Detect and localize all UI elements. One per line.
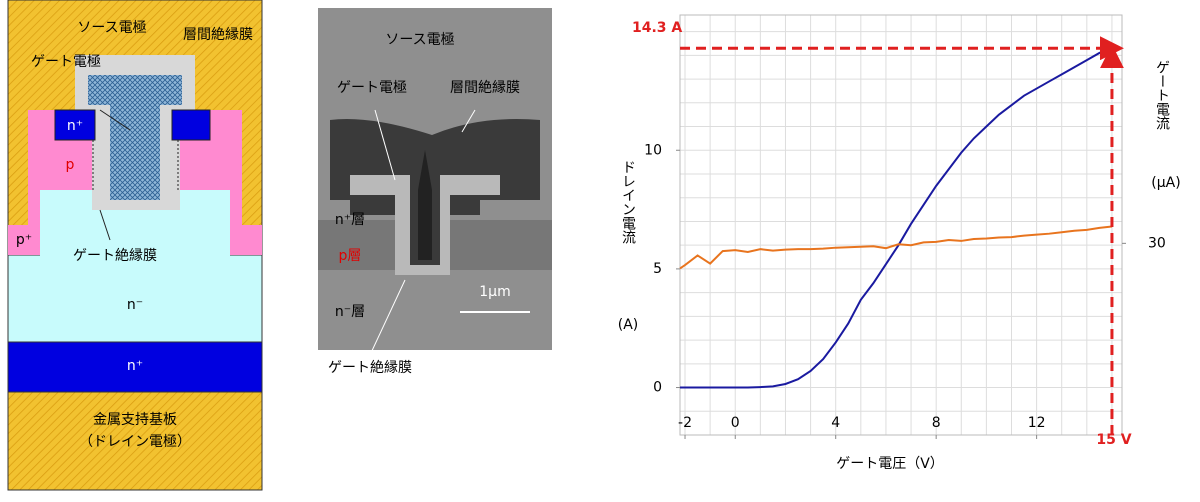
label: p xyxy=(66,157,75,173)
y-tick-label: 0 xyxy=(653,380,662,396)
y-tick-label: 5 xyxy=(653,261,662,277)
y-tick-label: 10 xyxy=(644,142,662,158)
label: 金属支持基板 xyxy=(93,411,177,428)
label: （ドレイン電極） xyxy=(79,434,191,450)
x-tick-label: -2 xyxy=(678,415,692,431)
label: n⁻層 xyxy=(335,304,365,320)
data-line xyxy=(680,47,1113,389)
y-axis-unit: (A) xyxy=(618,317,639,333)
annotation: 14.3 A xyxy=(632,20,682,36)
label: p⁺ xyxy=(16,232,32,248)
chart: ドレイン電流 (A) ゲート電流 (μA) ゲート電圧（V） xyxy=(618,60,1181,472)
label: ゲート電極 xyxy=(337,80,407,96)
label: 層間絶縁膜 xyxy=(450,80,520,96)
label: 1μm xyxy=(479,284,510,300)
y2-axis-label: ゲート電流 xyxy=(1154,60,1170,131)
x-tick-label: 12 xyxy=(1028,415,1046,431)
label: n⁻ xyxy=(127,297,143,313)
x-axis-label: ゲート電圧（V） xyxy=(836,456,944,472)
label: ゲート電極 xyxy=(31,54,101,70)
cross-section: ソース電極 層間絶縁膜 ゲート電極 n⁺ p p⁺ ゲート絶縁膜 n⁻ n⁺ 金… xyxy=(7,0,263,491)
label: ゲート絶縁膜 xyxy=(73,248,157,264)
x-tick-label: 0 xyxy=(731,415,740,431)
label: p層 xyxy=(339,248,362,264)
x-tick-label: 4 xyxy=(831,415,840,431)
sem-image: ソース電極 ゲート電極 層間絶縁膜 n⁺層 p層 n⁻層 1μm ゲート絶縁膜 xyxy=(318,8,552,376)
y2-tick-label: 30 xyxy=(1148,235,1166,251)
label: ソース電極 xyxy=(385,32,454,48)
label: 層間絶縁膜 xyxy=(183,27,253,43)
label: n⁺ xyxy=(127,358,143,374)
y2-axis-unit: (μA) xyxy=(1151,175,1180,191)
data-line xyxy=(679,225,1113,270)
label: ソース電極 xyxy=(77,20,146,36)
plot-frame xyxy=(679,14,1123,436)
y-axis-label: ドレイン電流 xyxy=(620,160,636,245)
label: n⁺ xyxy=(67,118,83,134)
label: ゲート絶縁膜 xyxy=(328,360,412,376)
label: n⁺層 xyxy=(335,212,365,228)
annotation: 15 V xyxy=(1096,432,1131,448)
x-tick-label: 8 xyxy=(932,415,941,431)
